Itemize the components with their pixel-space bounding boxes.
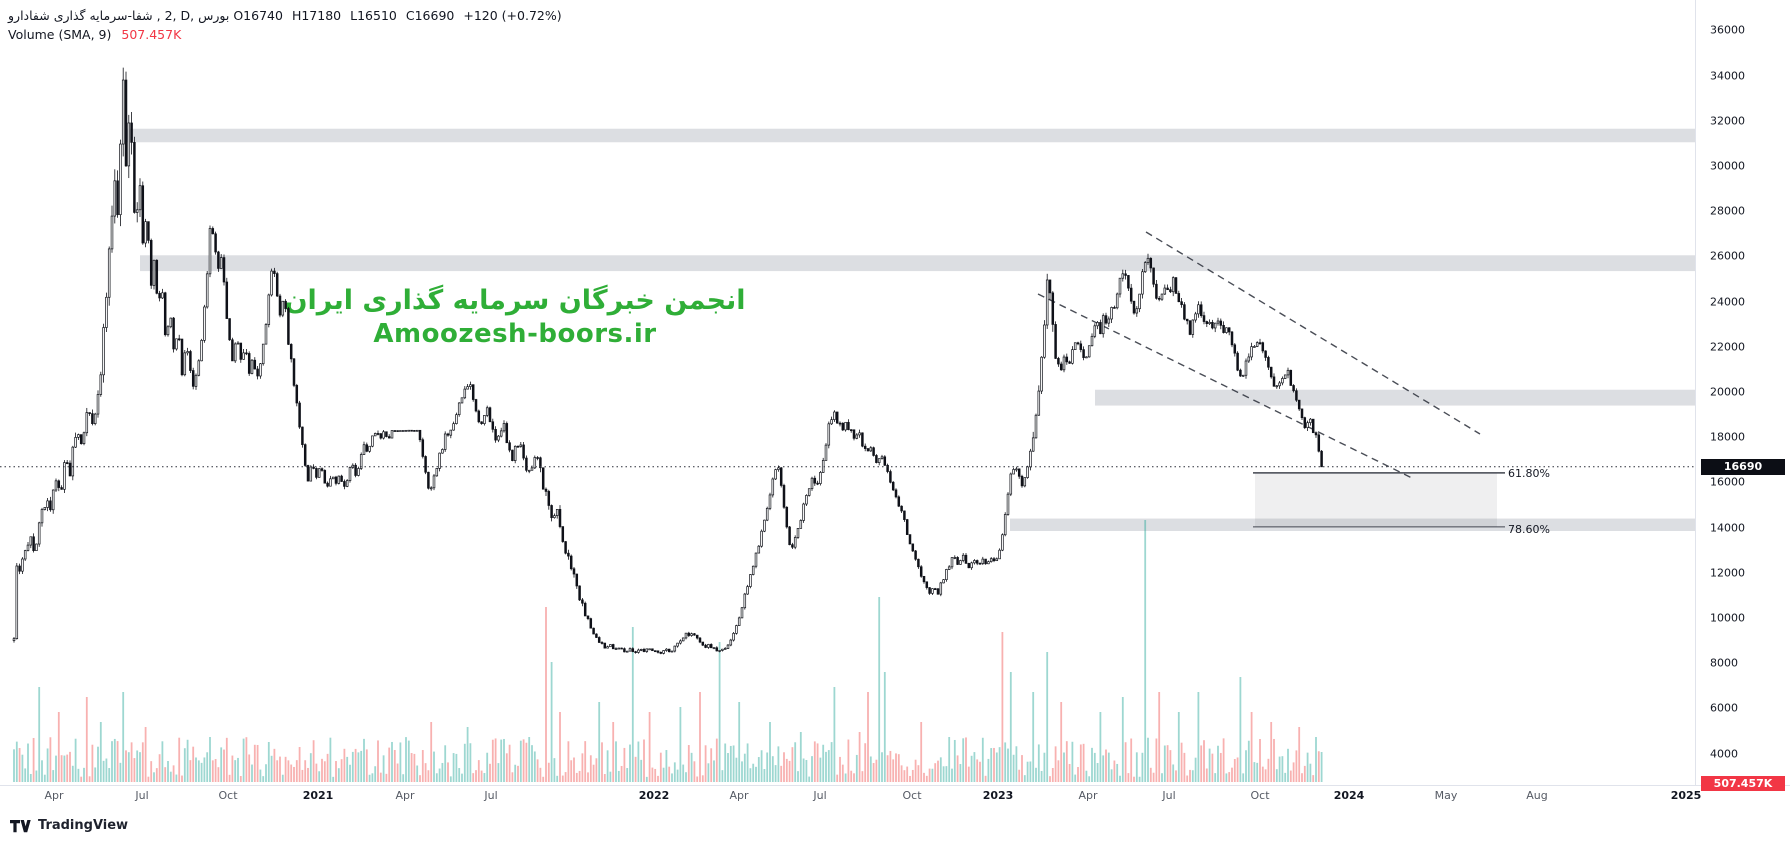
time-label-2025: 2025	[1670, 789, 1702, 802]
tradingview-logo-icon	[10, 819, 31, 832]
time-label-2023: 2023	[982, 789, 1014, 802]
time-label-Apr: Apr	[1078, 789, 1098, 802]
price-chart-pane[interactable]: انجمن خبرگان سرمایه گذاری ایران Amoozesh…	[0, 0, 1695, 785]
time-label-Apr: Apr	[729, 789, 749, 802]
time-label-Jul: Jul	[1162, 789, 1176, 802]
fib-level-label-786[interactable]: 78.60%	[1508, 522, 1550, 536]
time-label-Apr: Apr	[395, 789, 415, 802]
candle-series	[12, 67, 1323, 655]
price-tick-26000: 26000	[1710, 249, 1745, 263]
zone-supply-25700[interactable]	[140, 255, 1695, 272]
time-label-Apr: Apr	[44, 789, 64, 802]
time-label-Jul: Jul	[135, 789, 149, 802]
time-label-2021: 2021	[302, 789, 334, 802]
time-label-2022: 2022	[638, 789, 670, 802]
channel-upper-trendline[interactable]	[1145, 231, 1481, 435]
fib-level-label-618[interactable]: 61.80%	[1508, 466, 1550, 480]
symbol-meta: , 2, D,	[156, 8, 195, 23]
indicator-row[interactable]: Volume (SMA, 9) 507.457K	[8, 25, 571, 44]
close-value: C16690	[405, 8, 455, 23]
time-label-Oct: Oct	[902, 789, 922, 802]
time-label-Aug: Aug	[1526, 789, 1548, 802]
price-tick-30000: 30000	[1710, 159, 1745, 173]
price-tick-18000: 18000	[1710, 430, 1745, 444]
volume-indicator-value: 507.457K	[121, 27, 182, 42]
price-tick-28000: 28000	[1710, 204, 1745, 218]
watermark-line1: انجمن خبرگان سرمایه گذاری ایران	[284, 285, 746, 316]
fib-retracement-box[interactable]	[1255, 472, 1497, 527]
price-tick-34000: 34000	[1710, 69, 1745, 83]
zone-support-14100[interactable]	[1010, 518, 1695, 531]
time-label-Oct: Oct	[1250, 789, 1270, 802]
price-tick-10000: 10000	[1710, 611, 1745, 625]
last-price-badge: 16690	[1701, 458, 1785, 475]
zone-support-19700[interactable]	[1095, 389, 1695, 406]
ohlc-values: O16740 H17180 L16510 C16690 +120 (+0.72%)	[233, 8, 570, 23]
chart-canvas[interactable]	[0, 0, 1695, 785]
time-label-Jul: Jul	[484, 789, 498, 802]
watermark-line2: Amoozesh-boors.ir	[373, 318, 657, 349]
price-tick-12000: 12000	[1710, 566, 1745, 580]
chart-legend: شفا-سرمایه گذاری شفادارو, 2, D, بورس O16…	[8, 6, 571, 44]
volume-value-badge: 507.457K	[1701, 776, 1785, 791]
time-label-Oct: Oct	[218, 789, 238, 802]
price-tick-14000: 14000	[1710, 521, 1745, 535]
high-value: H17180	[291, 8, 342, 23]
channel-lower-trendline[interactable]	[1037, 293, 1413, 479]
symbol-title: شفا-سرمایه گذاری شفادارو	[8, 8, 153, 23]
volume-indicator-label: Volume (SMA, 9)	[8, 27, 112, 42]
tradingview-brand-text: TradingView	[38, 818, 129, 833]
symbol-row[interactable]: شفا-سرمایه گذاری شفادارو, 2, D, بورس O16…	[8, 6, 571, 25]
time-label-2024: 2024	[1333, 789, 1365, 802]
low-value: L16510	[350, 8, 397, 23]
price-tick-22000: 22000	[1710, 340, 1745, 354]
time-axis[interactable]: Apr Jul Oct 2021 Apr Jul 2022 Apr Jul Oct 2023 Apr J…	[0, 785, 1790, 806]
zone-supply-31000[interactable]	[126, 128, 1695, 143]
price-tick-6000: 6000	[1710, 701, 1738, 715]
change-value: +120 (+0.72%)	[463, 8, 562, 23]
price-tick-20000: 20000	[1710, 385, 1745, 399]
footer-branding[interactable]: TradingView	[10, 818, 128, 833]
open-value: O16740	[233, 8, 283, 23]
volume-series	[13, 520, 1323, 782]
price-tick-8000: 8000	[1710, 656, 1738, 670]
symbol-exchange: بورس	[198, 8, 230, 23]
time-label-Jul: Jul	[813, 789, 827, 802]
time-label-May: May	[1434, 789, 1458, 802]
watermark: انجمن خبرگان سرمایه گذاری ایران Amoozesh…	[0, 284, 1030, 350]
price-tick-16000: 16000	[1710, 475, 1745, 489]
price-tick-24000: 24000	[1710, 295, 1745, 309]
price-tick-4000: 4000	[1710, 747, 1738, 761]
price-tick-32000: 32000	[1710, 114, 1745, 128]
price-tick-36000: 36000	[1710, 23, 1745, 37]
price-axis[interactable]: 36000 34000 32000 30000 28000 26000 24000 22000…	[1695, 0, 1790, 785]
